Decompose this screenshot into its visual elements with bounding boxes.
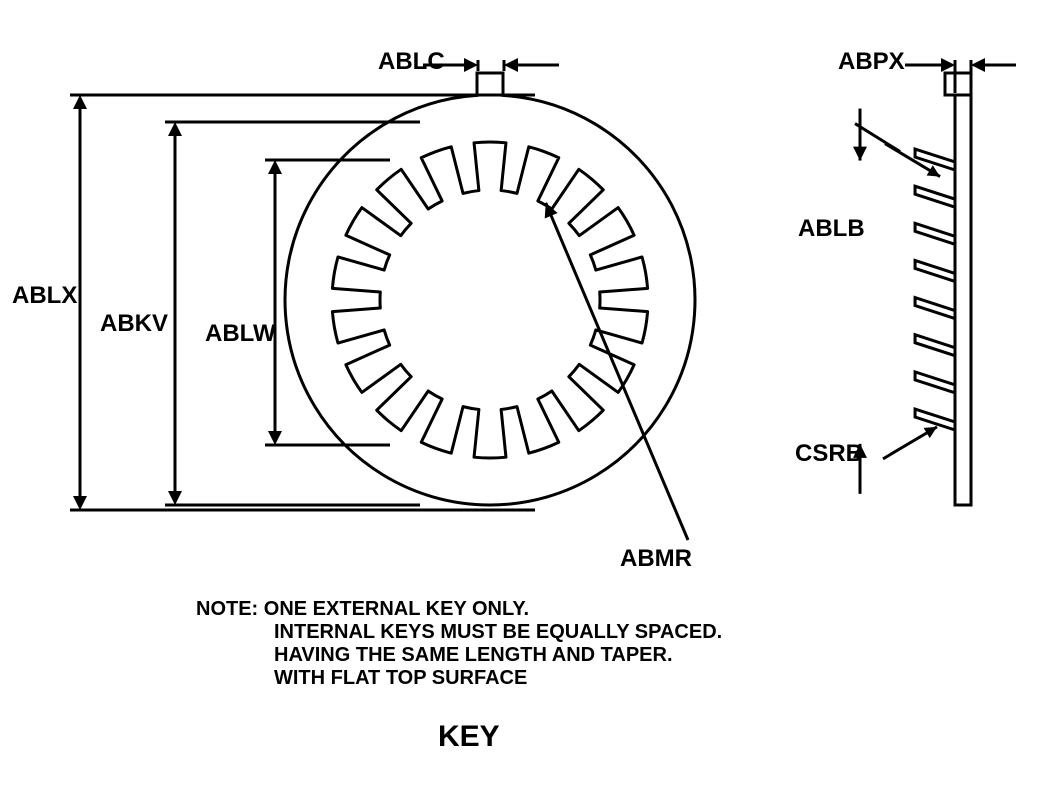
label-ablc: ABLC <box>378 48 445 76</box>
label-abpx: ABPX <box>838 48 905 76</box>
label-ablx: ABLX <box>12 282 77 310</box>
label-ablw: ABLW <box>205 320 276 348</box>
label-ablb: ABLB <box>798 215 865 243</box>
label-abmr: ABMR <box>620 545 692 573</box>
label-csrb: CSRB <box>795 440 863 468</box>
note-block: NOTE: ONE EXTERNAL KEY ONLY.INTERNAL KEY… <box>196 598 722 690</box>
label-abkv: ABKV <box>100 310 168 338</box>
diagram-title: KEY <box>438 720 500 754</box>
